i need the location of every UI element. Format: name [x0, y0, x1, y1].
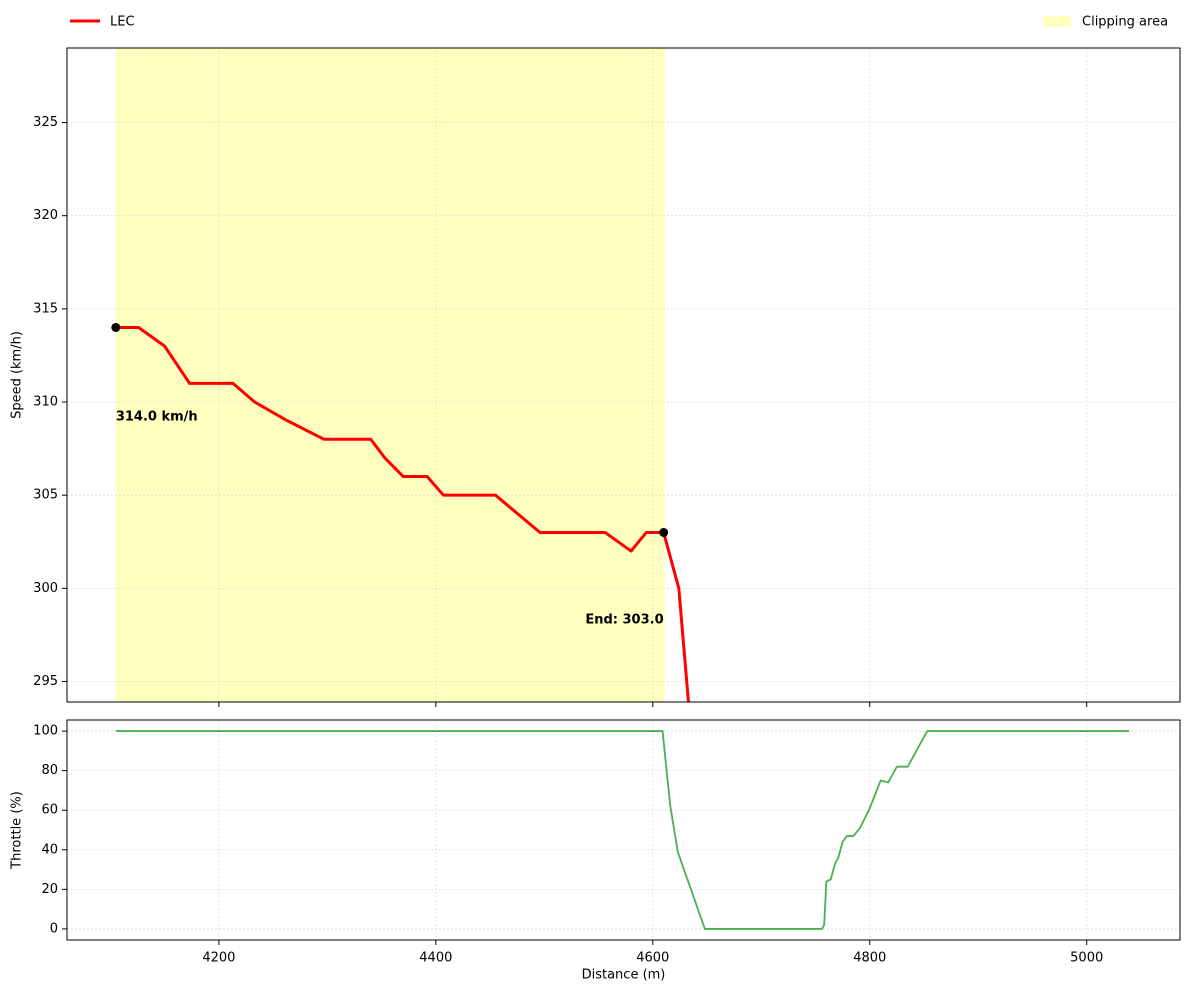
series-line — [115, 325, 690, 702]
legend-label: Clipping area — [1082, 15, 1168, 30]
y-tick-label: 100 — [33, 724, 58, 739]
y-tick-label: 80 — [41, 763, 58, 778]
y-tick-label: 305 — [33, 488, 58, 503]
y-tick-label: 295 — [33, 674, 58, 689]
legend-swatch — [1043, 16, 1071, 27]
y-tick-label: 20 — [41, 882, 58, 897]
axes-frame — [66, 47, 1181, 703]
annotation: 314.0 km/h — [116, 409, 198, 424]
y-tick-label: 0 — [50, 921, 58, 936]
y-tick-label: 325 — [33, 115, 58, 130]
x-axis-label: Distance (m) — [582, 968, 666, 983]
annotation: End: 303.0 — [585, 613, 663, 628]
y-tick-label: 315 — [33, 301, 58, 316]
clipping-area — [115, 48, 665, 702]
x-tick-label: 5000 — [1070, 951, 1103, 966]
axes-frame — [66, 719, 1181, 941]
x-tick-label: 4200 — [202, 951, 235, 966]
y-axis-label: Throttle (%) — [10, 791, 25, 870]
point-marker — [659, 527, 669, 537]
x-tick-label: 4400 — [419, 951, 452, 966]
plot-area — [67, 48, 1180, 702]
y-axis-label: Speed (km/h) — [10, 331, 25, 419]
x-tick-label: 4800 — [853, 951, 886, 966]
point-marker — [111, 322, 121, 332]
legend-label: LEC — [110, 15, 135, 30]
y-tick-label: 40 — [41, 842, 58, 857]
y-tick-label: 310 — [33, 395, 58, 410]
y-tick-label: 60 — [41, 803, 58, 818]
y-tick-label: 320 — [33, 208, 58, 223]
series-line — [115, 730, 1130, 930]
plot-area — [67, 720, 1180, 940]
y-tick-label: 300 — [33, 581, 58, 596]
x-tick-label: 4600 — [636, 951, 669, 966]
